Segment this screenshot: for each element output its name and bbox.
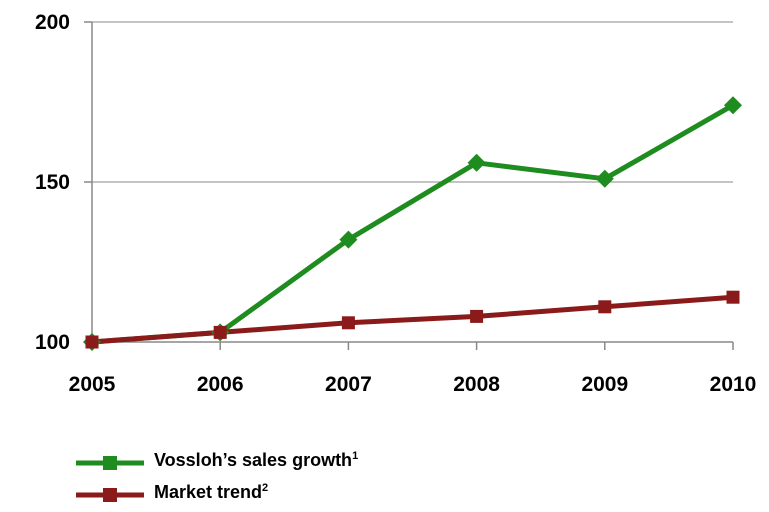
y-tick-labels: 100 150 200 [35,11,70,354]
data-point-diamond [595,169,614,188]
series-line-1 [89,294,736,345]
x-tick-label: 2005 [69,373,116,396]
x-tick-label: 2007 [325,373,372,396]
x-tick-label: 2008 [453,373,500,396]
x-tick-labels: 2005 2006 2007 2008 2009 2010 [69,373,757,396]
data-point-diamond [339,230,358,249]
legend-label-market-trend: Market trend2 [154,482,269,502]
data-point-square [85,335,99,349]
legend-label-sales-growth: Vossloh’s sales growth1 [154,450,359,470]
grid-lines [84,21,734,350]
legend-swatch-sales-growth [76,456,144,470]
legend-swatch-market-trend [76,488,144,502]
y-tick-label: 100 [35,331,70,354]
legend-item-market-trend: Market trend2 [74,480,474,510]
legend-item-sales-growth: Vossloh’s sales growth1 [74,448,474,478]
y-tick-label: 150 [35,171,70,194]
data-point-square [213,325,227,339]
data-point-square [470,309,484,323]
data-point-square [341,316,355,330]
data-point-diamond [467,153,486,172]
x-tick-label: 2006 [197,373,244,396]
x-tick-label: 2009 [581,373,628,396]
x-tick-label: 2010 [710,373,757,396]
data-point-square [726,290,740,304]
data-point-square [598,300,612,314]
y-tick-label: 200 [35,11,70,34]
series-lines [83,96,742,351]
axes [91,22,733,343]
data-point-diamond [724,96,742,115]
